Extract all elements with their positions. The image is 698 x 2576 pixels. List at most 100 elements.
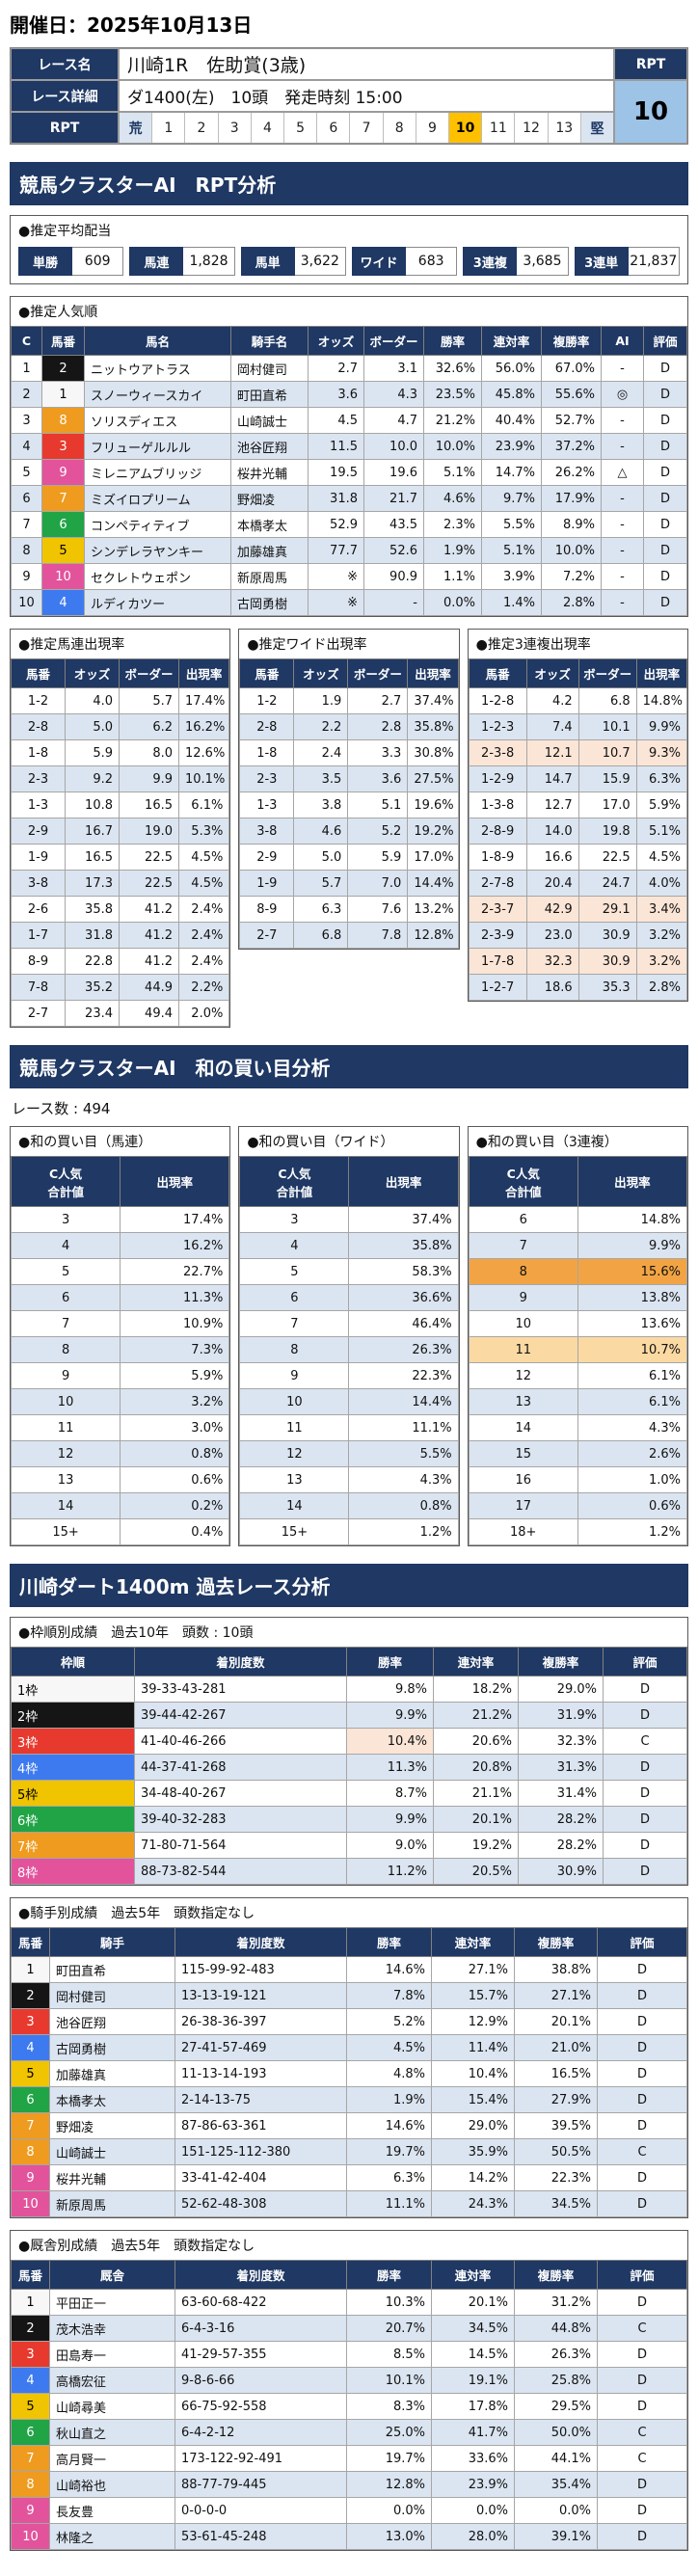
- table-cell: 35.3: [577, 974, 637, 1001]
- table-cell: 87-86-63-361: [174, 2112, 347, 2139]
- table-cell: 3: [11, 407, 42, 434]
- table-cell: 10.4%: [431, 2060, 515, 2087]
- rpt-scale-cell[interactable]: 13: [547, 113, 580, 143]
- header-row: 馬番 オッズ ボーダー 出現率: [11, 658, 230, 688]
- table-cell: 2-3: [11, 765, 66, 792]
- table-row: 11 3.0%: [10, 1414, 230, 1441]
- rpt-scale-solid[interactable]: 堅: [579, 113, 614, 143]
- rpt-scale-cell[interactable]: 2: [184, 113, 217, 143]
- wa-wide-box: ●和の買い目（ワイド） C人気 合計値 出現率 3 37.4% 4 35.8% 5 58.3…: [238, 1126, 460, 1546]
- column-header: 勝率: [346, 2260, 432, 2290]
- table-cell: 37.4%: [348, 1206, 459, 1233]
- table-row: 2-3-8 12.1 10.7 9.3%: [468, 739, 687, 766]
- column-header: 勝率: [346, 1647, 434, 1677]
- table-cell: 19.6%: [407, 792, 459, 818]
- table-cell: 4.8%: [346, 2060, 432, 2087]
- table-cell: 5.9: [65, 739, 120, 766]
- table-cell: 新原周馬: [49, 2190, 175, 2217]
- column-header: ボーダー: [119, 658, 179, 688]
- table-row: 9 5.9%: [10, 1362, 230, 1389]
- table-cell: 9.0%: [346, 1832, 434, 1859]
- table-cell: 5.9%: [635, 792, 687, 818]
- table-cell: 4: [41, 589, 85, 616]
- table-cell: 41.2: [119, 922, 179, 949]
- table-cell: 22.3%: [514, 2164, 598, 2191]
- rpt-scale-cell[interactable]: 3: [217, 113, 251, 143]
- column-header: C人気 合計値: [10, 1156, 121, 1207]
- table-cell: 6.1%: [577, 1388, 687, 1415]
- table-cell: C: [603, 1728, 687, 1755]
- table-cell: 3.4%: [635, 896, 687, 923]
- table-cell: D: [643, 485, 687, 512]
- rpt-scale-cell[interactable]: 9: [415, 113, 448, 143]
- table-cell: 1: [11, 355, 42, 382]
- table-cell: ニットウアトラス: [84, 355, 231, 382]
- rpt-scale-cell[interactable]: 11: [481, 113, 514, 143]
- table-cell: 13.0%: [346, 2523, 432, 2550]
- table-cell: 11: [10, 1414, 121, 1441]
- column-header: 厩舎: [49, 2260, 175, 2290]
- table-cell: 52-62-48-308: [174, 2190, 347, 2217]
- table-cell: 5.7: [293, 870, 349, 897]
- table-row: 1-3 3.8 5.1 19.6%: [239, 792, 459, 818]
- header-row: 枠順 着別度数 勝率 連対率 複勝率 評価: [11, 1647, 687, 1677]
- table-row: 4 3 フリューゲルルル 池谷匠翔 11.5 10.0 10.0% 23.9% 37.2% - D: [11, 433, 687, 460]
- table-cell: 2.2: [293, 713, 349, 740]
- table-cell: 2-7-8: [468, 870, 527, 897]
- table-cell: 10: [468, 1310, 578, 1337]
- table-cell: 3: [11, 2341, 50, 2368]
- popularity-label: ●推定人気順: [18, 305, 98, 320]
- rpt-scale-cell[interactable]: 8: [382, 113, 416, 143]
- table-cell: 2.3%: [423, 511, 482, 538]
- table-row: 7 6 コンペティティブ 本橋孝太 52.9 43.5 2.3% 5.5% 8.9% - D: [11, 511, 687, 538]
- umaren-rate-label: ●推定馬連出現率: [18, 637, 125, 653]
- table-cell: 22.5: [119, 870, 179, 897]
- table-cell: 山崎誠士: [230, 407, 309, 434]
- table-row: 8 7.3%: [10, 1336, 230, 1363]
- table-cell: 6.3%: [346, 2164, 432, 2191]
- table-cell: 29.5%: [514, 2393, 598, 2420]
- table-cell: 4: [11, 433, 42, 460]
- table-cell: 5枠: [11, 1780, 135, 1807]
- rpt-scale-cell[interactable]: 4: [250, 113, 283, 143]
- table-cell: 34.5%: [514, 2190, 598, 2217]
- table-cell: 21.1%: [433, 1780, 519, 1807]
- table-row: 7 高月賢一 173-122-92-491 19.7% 33.6% 44.1% C: [11, 2445, 687, 2472]
- table-cell: 34-48-40-267: [134, 1780, 347, 1807]
- table-row: 8 山崎裕也 88-77-79-445 12.8% 23.9% 35.4% D: [11, 2471, 687, 2498]
- table-row: 14 4.3%: [468, 1414, 687, 1441]
- table-cell: 19.2%: [407, 818, 459, 845]
- table-cell: -: [601, 563, 644, 590]
- payout-value: 609: [72, 247, 124, 276]
- table-cell: 桜井光輔: [230, 459, 309, 486]
- table-cell: 7.0: [347, 870, 409, 897]
- rpt-scale-rough[interactable]: 荒: [120, 113, 152, 143]
- table-cell: 8: [11, 537, 42, 564]
- table-cell: 20.7%: [346, 2315, 432, 2342]
- table-cell: 5.9: [347, 844, 409, 871]
- table-cell: 173-122-92-491: [174, 2445, 347, 2472]
- column-header: 評価: [597, 1927, 687, 1957]
- table-cell: 31.8: [65, 922, 120, 949]
- table-cell: 6.2: [119, 713, 179, 740]
- table-cell: D: [603, 1754, 687, 1781]
- table-row: 3枠 41-40-46-266 10.4% 20.6% 32.3% C: [11, 1728, 687, 1755]
- column-header: 評価: [597, 2260, 687, 2290]
- column-header: ボーダー: [577, 658, 637, 688]
- rpt-scale-cell[interactable]: 7: [349, 113, 382, 143]
- rpt-scale-cell[interactable]: 12: [514, 113, 547, 143]
- payout-quinella: 馬連 1,828: [129, 247, 235, 276]
- table-cell: 22.3%: [348, 1362, 459, 1389]
- table-cell: 39.1%: [514, 2523, 598, 2550]
- table-cell: 43.5: [363, 511, 424, 538]
- payout-label: ●推定平均配当: [18, 224, 112, 239]
- table-cell: 12: [239, 1440, 350, 1467]
- table-cell: 9.9%: [577, 1232, 687, 1259]
- table-cell: 26-38-36-397: [174, 2008, 347, 2035]
- rpt-scale-cell[interactable]: 1: [151, 113, 184, 143]
- table-cell: 14.7: [525, 765, 579, 792]
- table-cell: 町田直希: [49, 1956, 175, 1983]
- rpt-scale-active[interactable]: 10: [448, 113, 482, 143]
- rpt-scale-cell[interactable]: 5: [283, 113, 316, 143]
- rpt-scale-cell[interactable]: 6: [316, 113, 349, 143]
